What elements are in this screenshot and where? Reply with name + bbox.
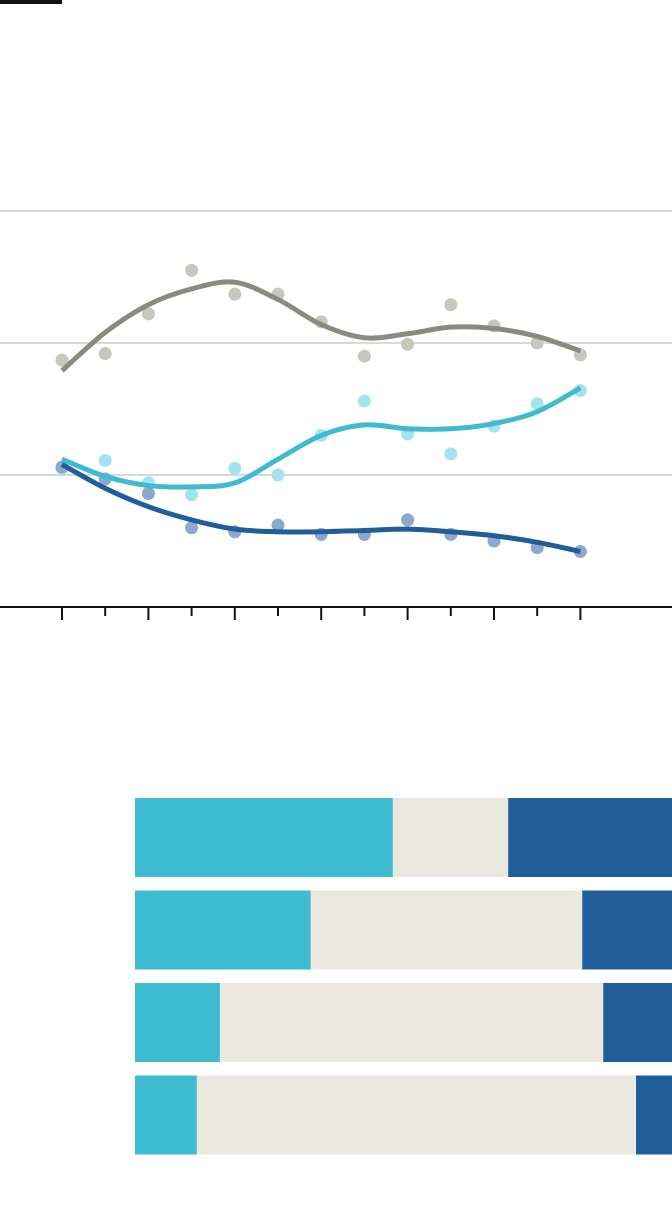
bar-segment-bar_middle <box>310 890 583 970</box>
stacked-bar-chart <box>135 798 672 1155</box>
data-point-light_blue <box>185 488 199 502</box>
data-point-grey <box>228 287 242 301</box>
data-point-light_blue <box>271 468 285 482</box>
line-chart <box>0 210 672 620</box>
data-point-light_blue <box>228 461 242 475</box>
trend-lines <box>60 279 582 555</box>
data-points <box>55 263 587 559</box>
bar-segment-light_blue <box>135 890 311 970</box>
data-point-grey <box>98 347 112 361</box>
bar-segment-dark_blue <box>508 798 672 877</box>
bar-segment-dark_blue <box>636 1075 672 1155</box>
bar-segment-dark_blue <box>582 890 672 970</box>
bar-segment-bar_middle <box>196 1075 637 1155</box>
data-point-dark_blue <box>141 486 155 500</box>
bar-segment-light_blue <box>135 983 221 1062</box>
header-rule <box>0 0 62 4</box>
data-point-grey <box>141 307 155 321</box>
data-point-grey <box>55 353 69 367</box>
data-point-grey <box>357 349 371 363</box>
bar-segment-dark_blue <box>603 983 672 1062</box>
trend-line-dark_blue <box>60 462 581 555</box>
bars <box>135 798 672 1155</box>
data-point-light_blue <box>530 397 544 411</box>
data-point-grey <box>444 298 458 312</box>
data-point-grey <box>401 337 415 351</box>
bar-segment-bar_middle <box>219 983 604 1062</box>
data-point-dark_blue <box>185 521 199 535</box>
data-point-light_blue <box>444 447 458 461</box>
trend-line-grey <box>60 279 582 373</box>
data-point-light_blue <box>98 453 112 467</box>
data-point-dark_blue <box>401 513 415 527</box>
bar-segment-light_blue <box>135 798 394 877</box>
data-point-light_blue <box>357 394 371 408</box>
data-point-dark_blue <box>271 518 285 532</box>
x-axis <box>0 606 672 620</box>
gridlines <box>0 210 672 476</box>
trend-line-light_blue <box>61 385 582 490</box>
bar-segment-light_blue <box>135 1075 198 1155</box>
data-point-grey <box>185 263 199 277</box>
bar-segment-bar_middle <box>392 798 509 877</box>
